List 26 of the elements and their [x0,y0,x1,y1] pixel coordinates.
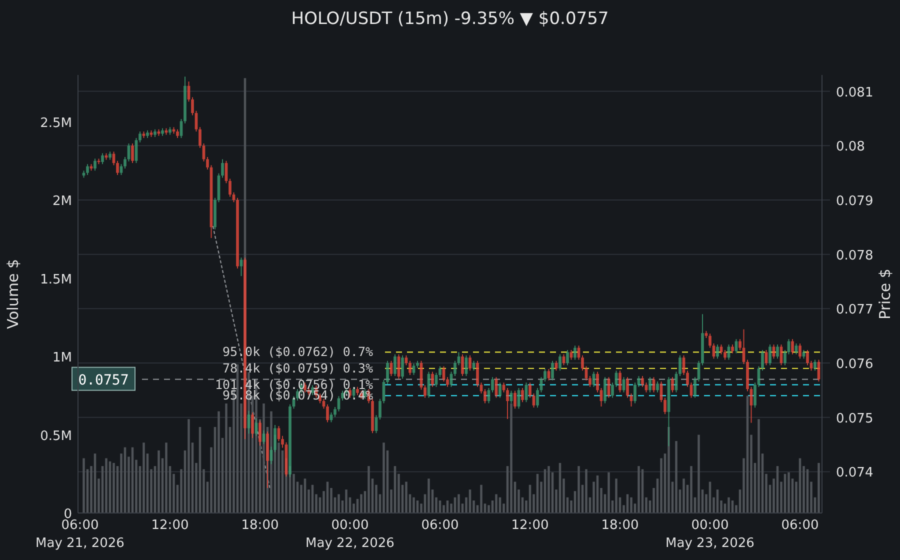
x-tick-label: 18:00 [601,518,639,533]
y-axis-title: Price $ [876,268,894,320]
y-tick-label: 0.079 [836,194,874,209]
chart-title: HOLO/USDT (15m) -9.35% ▼ $0.0757 [291,9,609,29]
x-tick-label: 06:00 [781,518,819,533]
y-tick-label: 0.08 [836,140,865,155]
ref-line-label: 0.0757 [78,372,129,388]
x-tick-label: 06:00 [421,518,459,533]
y2-tick-label: 2.5M [40,116,72,131]
y2-axis-title: Volume $ [4,258,22,330]
y-tick-label: 0.077 [836,302,874,318]
x-tick-label: 06:00 May 21, 2026 [36,518,124,551]
x-tick-label: 12:00 [151,518,189,533]
x-tick-label: 18:00 [241,518,279,533]
x-tick-label: 00:00 May 23, 2026 [666,518,754,551]
y-tick-label: 0.081 [836,85,874,100]
y-tick-label: 0.076 [836,357,874,372]
y2-tick-label: 1.5M [40,272,72,288]
y2-tick-label: 1M [52,350,72,366]
y2-tick-label: 2M [52,194,72,210]
x-tick-label: 12:00 [511,518,549,533]
x-tick-label: 00:00 May 22, 2026 [306,518,394,551]
y-tick-label: 0.075 [836,411,874,426]
y-tick-label: 0.078 [836,248,874,264]
y2-tick-label: 0.5M [40,428,72,444]
y-tick-label: 0.074 [836,466,874,481]
